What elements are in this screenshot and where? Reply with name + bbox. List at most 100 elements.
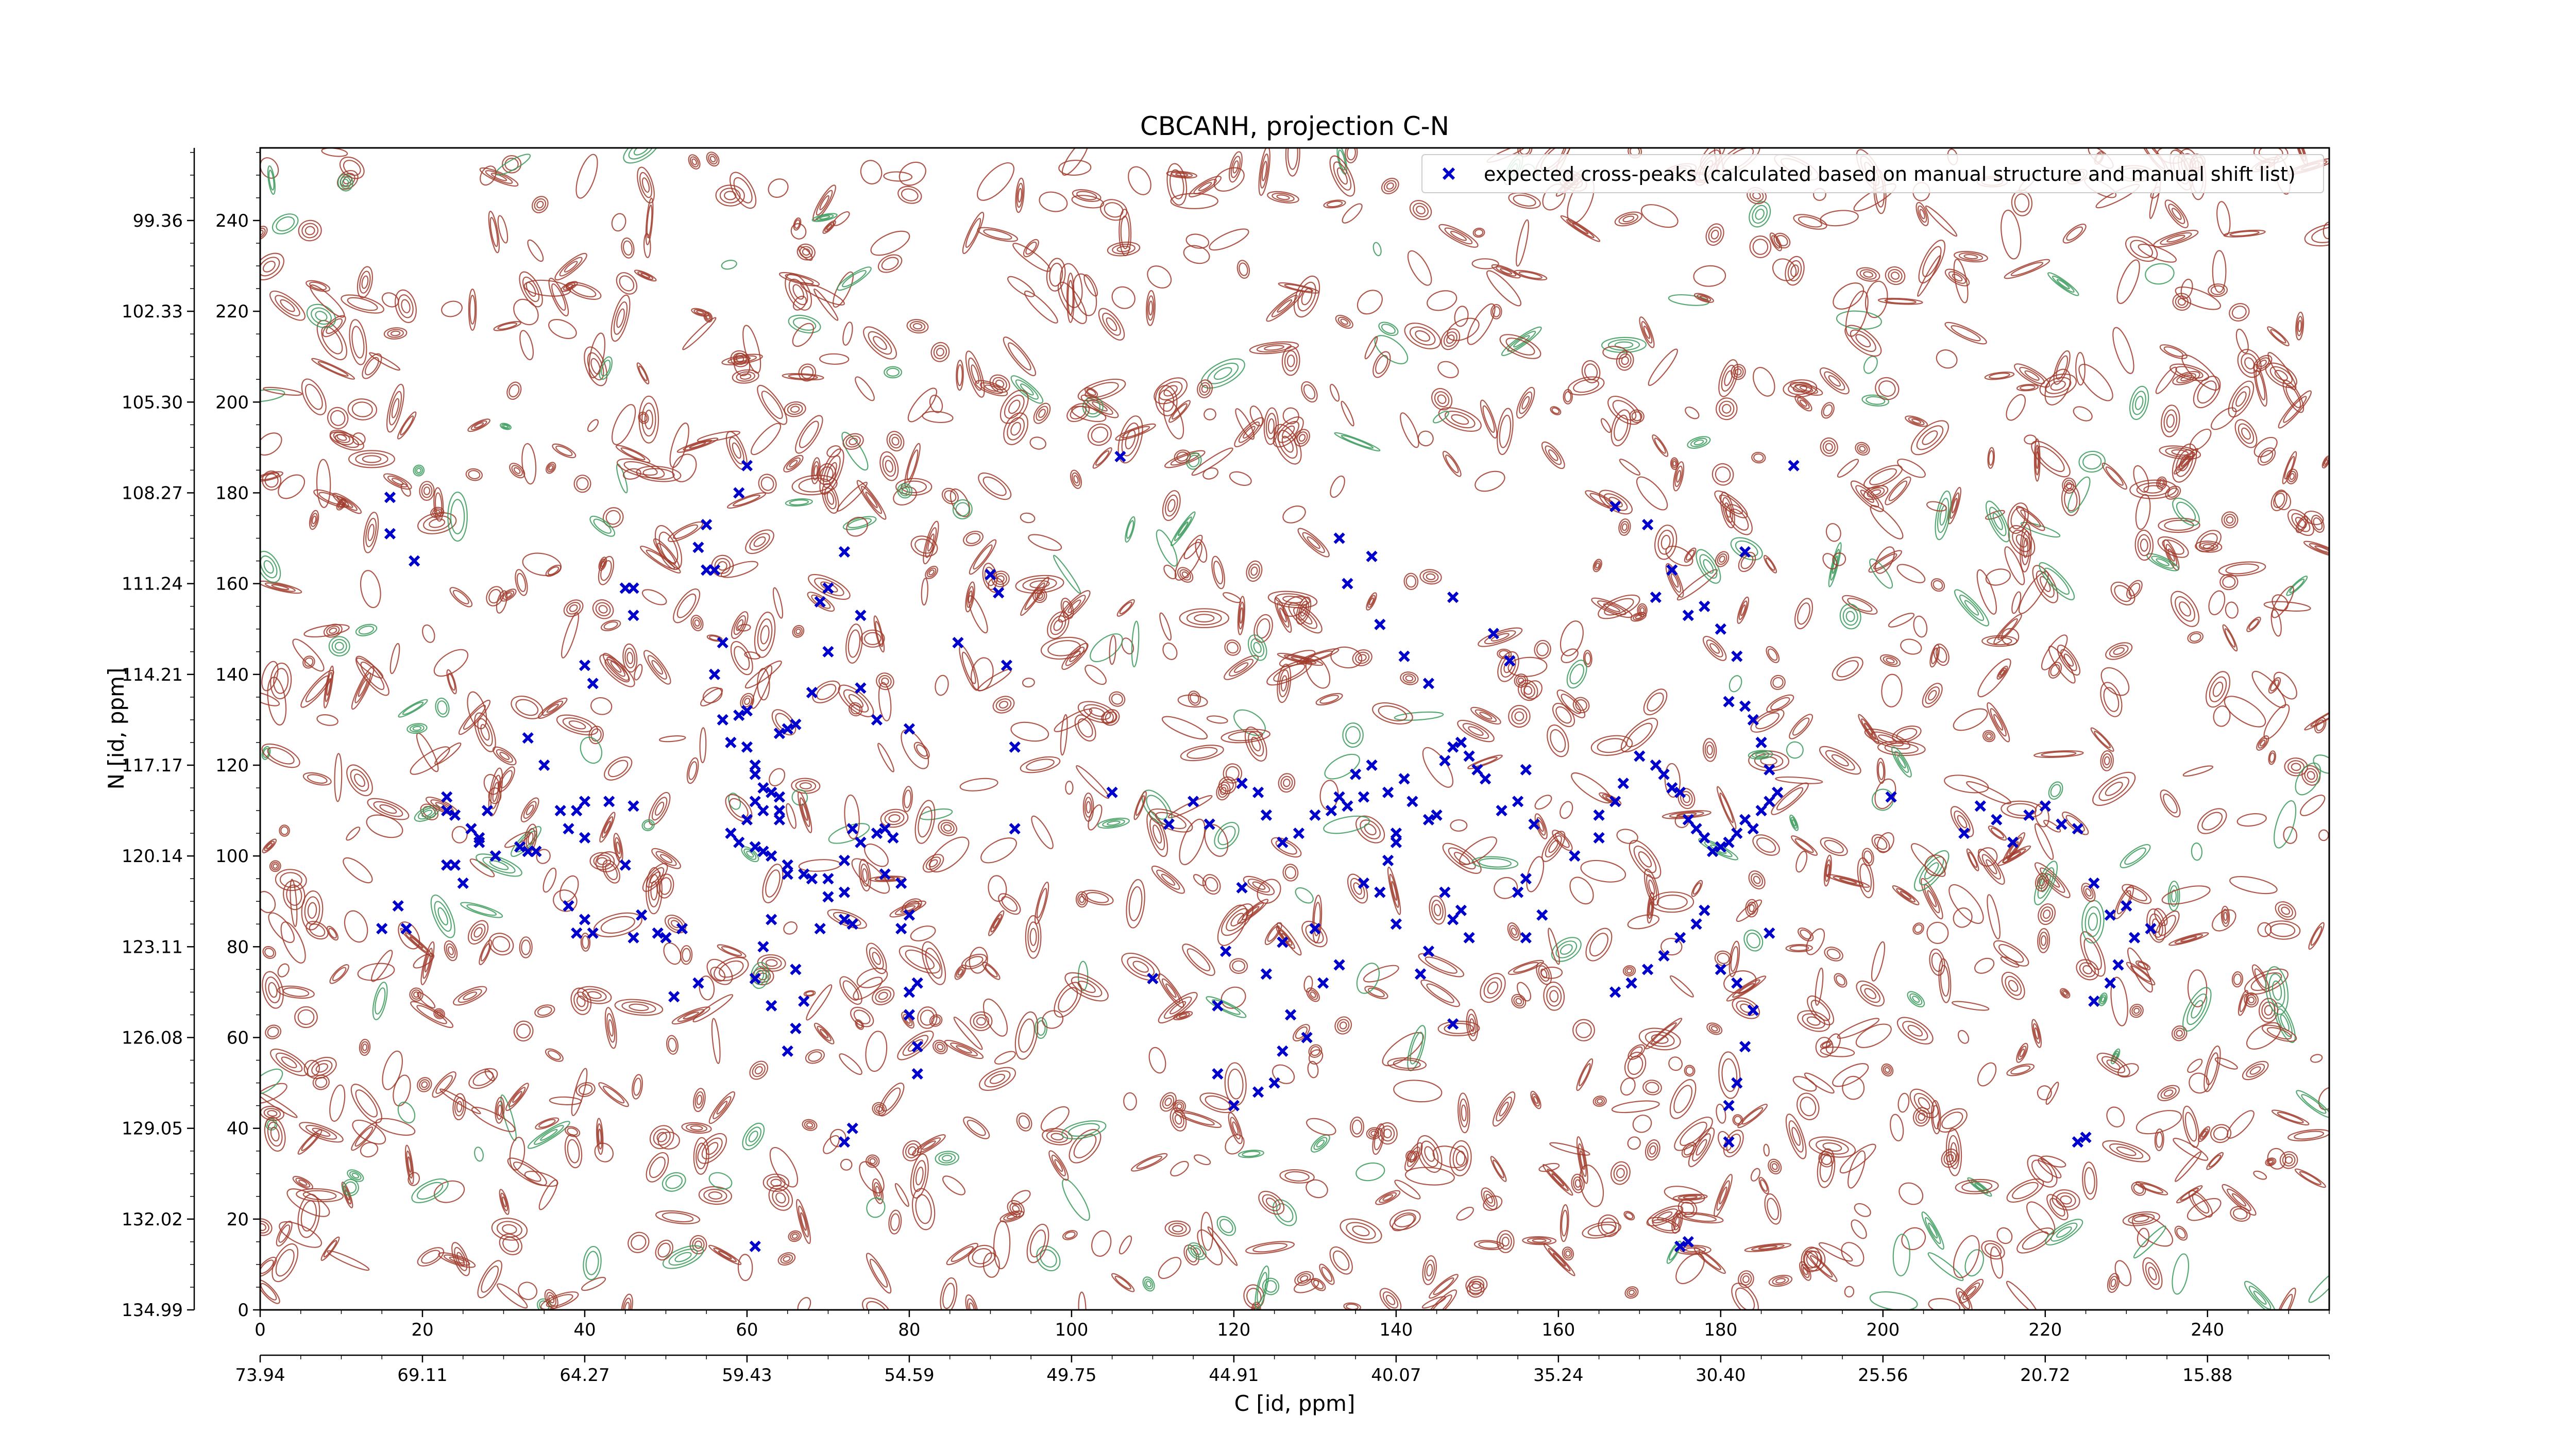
contour-ring	[1039, 191, 1068, 212]
contour-ring	[915, 1167, 924, 1186]
contour-ring	[519, 330, 534, 361]
contour-ring	[917, 1137, 941, 1153]
contour-ring	[908, 1146, 917, 1156]
contour-ring	[260, 1083, 287, 1104]
contour-ring	[407, 1156, 412, 1173]
contour-ring	[518, 1282, 538, 1300]
contour-ring	[943, 824, 952, 832]
contour-ring	[965, 217, 981, 248]
contour-ring	[1573, 379, 1600, 393]
contour-ring	[2165, 485, 2181, 500]
contour-ring	[262, 260, 276, 273]
cross-peak-marker	[790, 964, 802, 975]
contour-ring	[1010, 422, 1022, 436]
contour-ring	[839, 976, 862, 1005]
contour-ring	[398, 294, 414, 318]
cross-peak-marker	[766, 786, 777, 798]
contour-ring	[416, 1182, 444, 1200]
contour-ring	[1177, 521, 1189, 536]
contour-ring	[1070, 469, 1082, 489]
contour-ring	[326, 626, 340, 636]
contour-ring	[576, 477, 589, 491]
contour-ring	[795, 780, 817, 792]
contour-ring	[1230, 913, 1244, 926]
contour-ring	[1426, 1263, 1433, 1277]
contour-ring	[1028, 534, 1062, 551]
contour-ring	[699, 727, 707, 764]
contour-ring	[1516, 386, 1535, 419]
contour-ring	[2216, 201, 2231, 236]
contour-ring	[620, 447, 646, 461]
contour-ring	[511, 696, 544, 719]
contour-ring	[329, 964, 349, 984]
contour-ring	[1151, 865, 1185, 894]
cross-peak-marker	[1625, 977, 1637, 989]
contour-ring	[1180, 745, 1224, 762]
contour-ring	[826, 224, 833, 230]
contour-ring	[1010, 721, 1049, 742]
contour-ring	[995, 379, 1005, 388]
contour-ring	[1264, 922, 1282, 946]
contour-ring	[1746, 932, 1760, 949]
contour-ring	[604, 1007, 617, 1049]
contour-ring	[1474, 229, 1484, 237]
contour-ring	[1346, 1222, 1376, 1240]
cross-peak-marker	[766, 1000, 777, 1012]
cross-peak-marker	[952, 636, 964, 649]
contour-ring	[1920, 878, 1943, 920]
contour-ring	[277, 985, 315, 999]
contour-ring	[1628, 1289, 1635, 1295]
contour-ring	[561, 281, 578, 292]
cross-peak-marker	[465, 823, 477, 835]
contour-ring	[1766, 694, 1794, 713]
cross-peak-marker	[1382, 786, 1394, 798]
contour-ring	[795, 628, 801, 634]
cross-peak-marker	[384, 492, 396, 503]
cross-peak-marker	[563, 823, 574, 835]
contour-ring	[1162, 642, 1178, 660]
contour-ring	[1908, 417, 1925, 426]
contour-ring	[745, 529, 774, 554]
contour-ring	[1170, 1160, 1189, 1177]
contour-ring	[330, 410, 346, 426]
contour-ring	[471, 1106, 516, 1133]
contour-ring	[1753, 875, 1761, 884]
contour-ring	[1501, 1236, 1510, 1247]
contour-ring	[1924, 1217, 1941, 1244]
contour-ring	[1551, 407, 1560, 414]
contour-ring	[1698, 1251, 1721, 1270]
contour-ring	[260, 891, 276, 914]
contour-ring	[441, 300, 463, 317]
contour-ring	[2176, 1030, 2183, 1037]
contour-ring	[1188, 690, 1201, 706]
contour-ring	[1874, 778, 1896, 810]
contour-ring	[1711, 463, 1734, 486]
contour-ring	[1985, 568, 2011, 586]
contour-ring	[690, 615, 704, 631]
contour-ring	[1128, 886, 1143, 921]
contour-ring	[365, 517, 377, 547]
contour-ring	[2076, 959, 2099, 981]
contour-ring	[479, 939, 492, 966]
contour-ring	[873, 335, 887, 350]
contour-ring	[522, 552, 562, 576]
contour-ring	[2304, 223, 2329, 247]
cross-peak-marker	[838, 1136, 851, 1148]
contour-ring	[1111, 286, 1136, 309]
y-tick-label: 160	[215, 574, 249, 595]
contour-ring	[2311, 515, 2325, 533]
contour-ring	[1884, 1067, 1890, 1073]
contour-ring	[1248, 563, 1260, 579]
contour-ring	[1799, 1261, 1811, 1281]
contour-ring	[1669, 975, 1694, 998]
contour-ring	[621, 237, 635, 259]
contour-ring	[321, 326, 343, 355]
contour-ring	[2034, 823, 2054, 860]
contour-ring	[2018, 571, 2049, 614]
contour-ring	[646, 204, 653, 239]
cross-peak-marker	[1658, 768, 1670, 780]
contour-ring	[1072, 472, 1080, 486]
contour-ring	[1770, 675, 1786, 690]
contour-ring	[2105, 642, 2133, 660]
contour-ring	[1442, 450, 1462, 477]
